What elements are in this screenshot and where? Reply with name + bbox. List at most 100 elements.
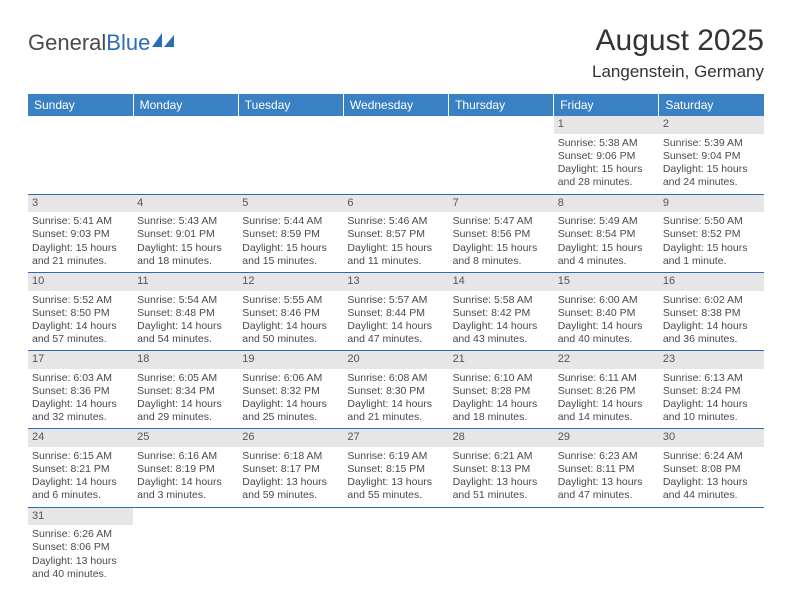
day-number: 18 (133, 351, 238, 369)
sunset-line: Sunset: 8:11 PM (558, 463, 655, 476)
sunrise-line: Sunrise: 5:50 AM (663, 215, 760, 228)
daylight-line: Daylight: 14 hours and 43 minutes. (453, 320, 550, 346)
sunrise-line: Sunrise: 5:52 AM (32, 294, 129, 307)
logo: GeneralBlue (28, 24, 174, 56)
calendar-cell: 18Sunrise: 6:05 AMSunset: 8:34 PMDayligh… (133, 351, 238, 429)
day-number: 21 (449, 351, 554, 369)
calendar-cell (449, 116, 554, 194)
day-number (238, 508, 343, 526)
day-details: Sunrise: 5:57 AMSunset: 8:44 PMDaylight:… (343, 291, 448, 351)
sunrise-line: Sunrise: 6:19 AM (347, 450, 444, 463)
sunset-line: Sunset: 8:54 PM (558, 228, 655, 241)
calendar-week: 31Sunrise: 6:26 AMSunset: 8:06 PMDayligh… (28, 507, 764, 585)
daylight-line: Daylight: 15 hours and 1 minute. (663, 242, 760, 268)
calendar-cell: 25Sunrise: 6:16 AMSunset: 8:19 PMDayligh… (133, 429, 238, 507)
calendar-cell: 31Sunrise: 6:26 AMSunset: 8:06 PMDayligh… (28, 507, 133, 585)
sunrise-line: Sunrise: 6:24 AM (663, 450, 760, 463)
day-details: Sunrise: 6:00 AMSunset: 8:40 PMDaylight:… (554, 291, 659, 351)
day-number: 9 (659, 195, 764, 213)
calendar-cell: 4Sunrise: 5:43 AMSunset: 9:01 PMDaylight… (133, 194, 238, 272)
sunset-line: Sunset: 8:50 PM (32, 307, 129, 320)
day-details: Sunrise: 5:46 AMSunset: 8:57 PMDaylight:… (343, 212, 448, 272)
calendar-cell (659, 507, 764, 585)
sunrise-line: Sunrise: 5:54 AM (137, 294, 234, 307)
day-details: Sunrise: 6:18 AMSunset: 8:17 PMDaylight:… (238, 447, 343, 507)
daylight-line: Daylight: 14 hours and 25 minutes. (242, 398, 339, 424)
daylight-line: Daylight: 14 hours and 36 minutes. (663, 320, 760, 346)
dow-header: Saturday (659, 94, 764, 116)
day-number: 17 (28, 351, 133, 369)
sunset-line: Sunset: 8:46 PM (242, 307, 339, 320)
day-details: Sunrise: 5:50 AMSunset: 8:52 PMDaylight:… (659, 212, 764, 272)
calendar-cell (343, 116, 448, 194)
daylight-line: Daylight: 15 hours and 24 minutes. (663, 163, 760, 189)
daylight-line: Daylight: 13 hours and 55 minutes. (347, 476, 444, 502)
daylight-line: Daylight: 13 hours and 47 minutes. (558, 476, 655, 502)
day-number: 12 (238, 273, 343, 291)
days-of-week-row: SundayMondayTuesdayWednesdayThursdayFrid… (28, 94, 764, 116)
dow-header: Friday (554, 94, 659, 116)
sunset-line: Sunset: 8:32 PM (242, 385, 339, 398)
day-number: 1 (554, 116, 659, 134)
calendar-cell (343, 507, 448, 585)
calendar-cell: 30Sunrise: 6:24 AMSunset: 8:08 PMDayligh… (659, 429, 764, 507)
day-details: Sunrise: 6:15 AMSunset: 8:21 PMDaylight:… (28, 447, 133, 507)
day-number: 20 (343, 351, 448, 369)
sunrise-line: Sunrise: 5:44 AM (242, 215, 339, 228)
dow-header: Sunday (28, 94, 133, 116)
sunrise-line: Sunrise: 6:00 AM (558, 294, 655, 307)
daylight-line: Daylight: 14 hours and 3 minutes. (137, 476, 234, 502)
sunrise-line: Sunrise: 5:57 AM (347, 294, 444, 307)
sunrise-line: Sunrise: 6:26 AM (32, 528, 129, 541)
calendar-cell (554, 507, 659, 585)
header: GeneralBlue August 2025 Langenstein, Ger… (28, 24, 764, 82)
day-details: Sunrise: 6:19 AMSunset: 8:15 PMDaylight:… (343, 447, 448, 507)
day-details: Sunrise: 5:58 AMSunset: 8:42 PMDaylight:… (449, 291, 554, 351)
calendar-cell: 9Sunrise: 5:50 AMSunset: 8:52 PMDaylight… (659, 194, 764, 272)
daylight-line: Daylight: 14 hours and 32 minutes. (32, 398, 129, 424)
day-details: Sunrise: 6:06 AMSunset: 8:32 PMDaylight:… (238, 369, 343, 429)
calendar-week: 17Sunrise: 6:03 AMSunset: 8:36 PMDayligh… (28, 351, 764, 429)
calendar-cell: 11Sunrise: 5:54 AMSunset: 8:48 PMDayligh… (133, 272, 238, 350)
sunset-line: Sunset: 8:38 PM (663, 307, 760, 320)
calendar-cell: 3Sunrise: 5:41 AMSunset: 9:03 PMDaylight… (28, 194, 133, 272)
daylight-line: Daylight: 14 hours and 21 minutes. (347, 398, 444, 424)
title-block: August 2025 Langenstein, Germany (592, 24, 764, 82)
calendar-cell: 8Sunrise: 5:49 AMSunset: 8:54 PMDaylight… (554, 194, 659, 272)
day-number: 6 (343, 195, 448, 213)
day-details: Sunrise: 6:05 AMSunset: 8:34 PMDaylight:… (133, 369, 238, 429)
day-details: Sunrise: 6:02 AMSunset: 8:38 PMDaylight:… (659, 291, 764, 351)
day-details: Sunrise: 6:23 AMSunset: 8:11 PMDaylight:… (554, 447, 659, 507)
dow-header: Monday (133, 94, 238, 116)
sunrise-line: Sunrise: 6:10 AM (453, 372, 550, 385)
calendar-cell: 5Sunrise: 5:44 AMSunset: 8:59 PMDaylight… (238, 194, 343, 272)
sunset-line: Sunset: 8:48 PM (137, 307, 234, 320)
sunrise-line: Sunrise: 5:46 AM (347, 215, 444, 228)
sunrise-line: Sunrise: 6:02 AM (663, 294, 760, 307)
sunset-line: Sunset: 9:04 PM (663, 150, 760, 163)
day-details: Sunrise: 5:55 AMSunset: 8:46 PMDaylight:… (238, 291, 343, 351)
calendar-cell: 13Sunrise: 5:57 AMSunset: 8:44 PMDayligh… (343, 272, 448, 350)
daylight-line: Daylight: 13 hours and 40 minutes. (32, 555, 129, 581)
daylight-line: Daylight: 14 hours and 50 minutes. (242, 320, 339, 346)
sunset-line: Sunset: 8:52 PM (663, 228, 760, 241)
calendar-cell: 27Sunrise: 6:19 AMSunset: 8:15 PMDayligh… (343, 429, 448, 507)
calendar-cell (238, 116, 343, 194)
location: Langenstein, Germany (592, 62, 764, 82)
dow-header: Wednesday (343, 94, 448, 116)
day-number: 28 (449, 429, 554, 447)
sunset-line: Sunset: 8:59 PM (242, 228, 339, 241)
sunset-line: Sunset: 8:26 PM (558, 385, 655, 398)
sunset-line: Sunset: 9:06 PM (558, 150, 655, 163)
day-number (554, 508, 659, 526)
sunrise-line: Sunrise: 5:58 AM (453, 294, 550, 307)
day-number: 19 (238, 351, 343, 369)
sunset-line: Sunset: 8:44 PM (347, 307, 444, 320)
sunrise-line: Sunrise: 5:47 AM (453, 215, 550, 228)
calendar-cell: 16Sunrise: 6:02 AMSunset: 8:38 PMDayligh… (659, 272, 764, 350)
daylight-line: Daylight: 15 hours and 18 minutes. (137, 242, 234, 268)
daylight-line: Daylight: 13 hours and 44 minutes. (663, 476, 760, 502)
calendar-cell (28, 116, 133, 194)
sunrise-line: Sunrise: 6:23 AM (558, 450, 655, 463)
day-number: 31 (28, 508, 133, 526)
